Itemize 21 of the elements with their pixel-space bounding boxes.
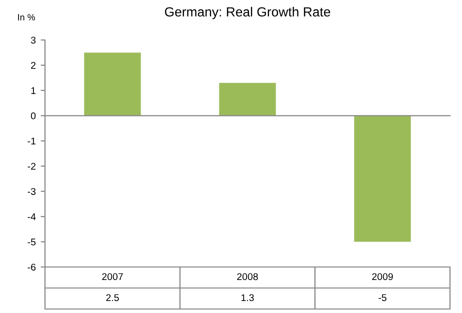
data-label: -5 <box>378 294 386 302</box>
y-tick-label: 3 <box>30 36 36 44</box>
y-tick-label: -1 <box>28 138 36 144</box>
y-tick-label: -5 <box>28 238 36 246</box>
x-tick-label: 2008 <box>237 273 258 280</box>
data-label: 1.3 <box>241 294 254 302</box>
bar <box>84 52 141 116</box>
chart-title: Germany: Real Growth Rate <box>164 6 330 20</box>
y-tick-label: 1 <box>31 87 36 94</box>
y-tick-label: -4 <box>28 213 36 220</box>
x-tick-label: 2007 <box>102 273 123 280</box>
y-tick-label: 0 <box>30 112 36 120</box>
x-tick-label: 2009 <box>372 273 393 280</box>
data-label: 2.5 <box>106 294 119 302</box>
bar <box>219 82 276 116</box>
y-tick-label: -6 <box>28 264 36 271</box>
y-tick-label: 2 <box>31 62 36 69</box>
y-axis-title: In % <box>18 14 36 20</box>
y-tick-label: -2 <box>28 162 36 170</box>
y-tick-label: -3 <box>28 188 36 195</box>
bar <box>354 116 411 242</box>
